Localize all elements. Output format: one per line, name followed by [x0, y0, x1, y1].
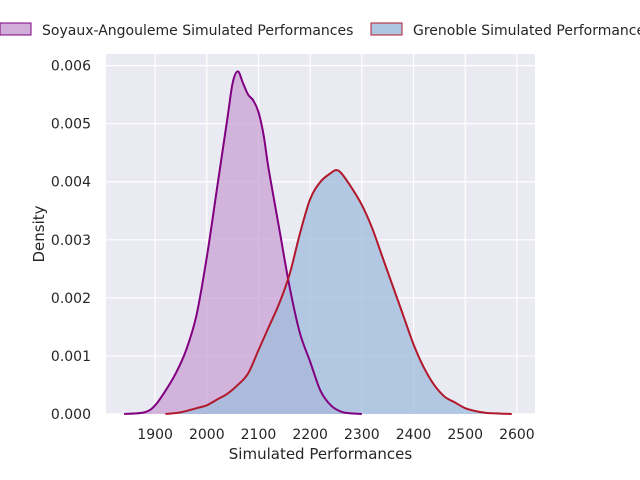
- legend: Soyaux-Angouleme Simulated Performances G…: [0, 22, 640, 39]
- x-tick-label: 2400: [396, 427, 432, 443]
- density-area-series-1: [124, 71, 362, 415]
- x-tick-label: 2600: [499, 427, 535, 443]
- legend-label: Soyaux-Angouleme Simulated Performances: [42, 23, 353, 39]
- x-axis-label: Simulated Performances: [229, 445, 413, 463]
- density-line-series-1: [124, 70, 362, 415]
- density-areas: [124, 70, 512, 415]
- legend-label: Grenoble Simulated Performances: [413, 23, 640, 39]
- y-tick-label: 0.005: [51, 117, 91, 133]
- x-tick-label: 1900: [137, 427, 173, 443]
- density-area-series-2: [165, 170, 512, 414]
- y-axis-label: Density: [30, 205, 48, 262]
- y-tick-label: 0.002: [51, 291, 91, 307]
- y-tick-label: 0.006: [51, 59, 91, 75]
- legend-swatch: [370, 22, 403, 36]
- x-tick-label: 2300: [344, 427, 380, 443]
- legend-swatch: [0, 22, 32, 36]
- legend-entry-1: Soyaux-Angouleme Simulated Performances: [0, 22, 353, 39]
- y-tick-label: 0.004: [51, 175, 91, 191]
- y-tick-label: 0.003: [51, 233, 91, 249]
- x-tick-label: 2100: [241, 427, 277, 443]
- x-tick-label: 2000: [189, 427, 225, 443]
- y-tick-label: 0.000: [51, 407, 91, 423]
- x-tick-label: 2500: [447, 427, 483, 443]
- x-tick-labels: 1900 2000 2100 2200 2300 2400 2500 2600: [137, 427, 534, 443]
- y-tick-label: 0.001: [51, 349, 91, 365]
- x-tick-label: 2200: [292, 427, 328, 443]
- legend-entry-2: Grenoble Simulated Performances: [370, 22, 640, 39]
- density-line-series-2: [165, 169, 512, 415]
- y-tick-labels: 0.000 0.001 0.002 0.003 0.004 0.005 0.006: [51, 59, 91, 423]
